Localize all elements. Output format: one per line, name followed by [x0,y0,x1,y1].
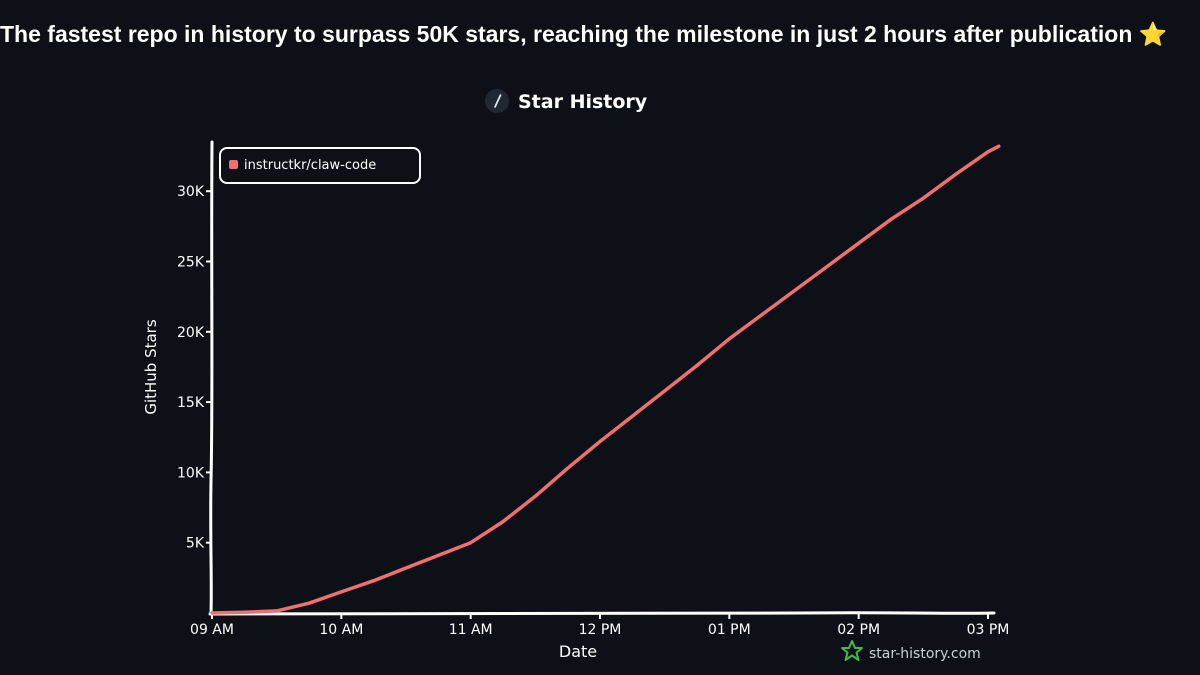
y-tick-label: 20K [177,325,205,341]
x-tick-label: 11 AM [449,622,493,638]
headline-text: The fastest repo in history to surpass 5… [0,21,1133,47]
star-history-logo-icon [841,640,863,661]
pencil-icon [494,94,502,108]
legend-swatch [229,160,238,169]
x-axis-ticks: 09 AM 10 AM 11 AM 12 PM 01 PM 02 PM 03 PM [190,613,1009,638]
y-tick-label: 25K [177,255,205,271]
x-tick-label: 02 PM [837,622,880,638]
x-tick-label: 10 AM [319,622,363,638]
star-icon: ⭐ [1138,22,1168,48]
legend-label: instructkr/claw-code [244,158,376,173]
y-axis-label: GitHub Stars [142,319,160,415]
y-tick-label: 5K [186,536,205,552]
x-tick-label: 03 PM [967,622,1010,638]
x-tick-label: 12 PM [579,622,622,638]
chart-title: Star History [518,91,648,113]
y-tick-label: 10K [177,465,205,481]
watermark: star-history.com [841,640,981,662]
series-line-instructkr-claw-code [210,144,1001,615]
x-axis-line [208,611,996,616]
x-axis-label: Date [559,642,597,661]
y-axis-line [209,140,214,616]
y-axis-ticks: 5K 10K 15K 20K 25K 30K [177,184,212,552]
chart-title-group: Star History [485,89,648,113]
y-tick-label: 30K [177,184,205,200]
y-tick-label: 15K [177,395,205,411]
x-tick-label: 09 AM [190,622,234,638]
legend-box [219,147,421,184]
watermark-text: star-history.com [869,646,981,662]
x-tick-label: 01 PM [708,622,751,638]
headline: The fastest repo in history to surpass 5… [0,18,1200,51]
legend: instructkr/claw-code [219,147,421,184]
